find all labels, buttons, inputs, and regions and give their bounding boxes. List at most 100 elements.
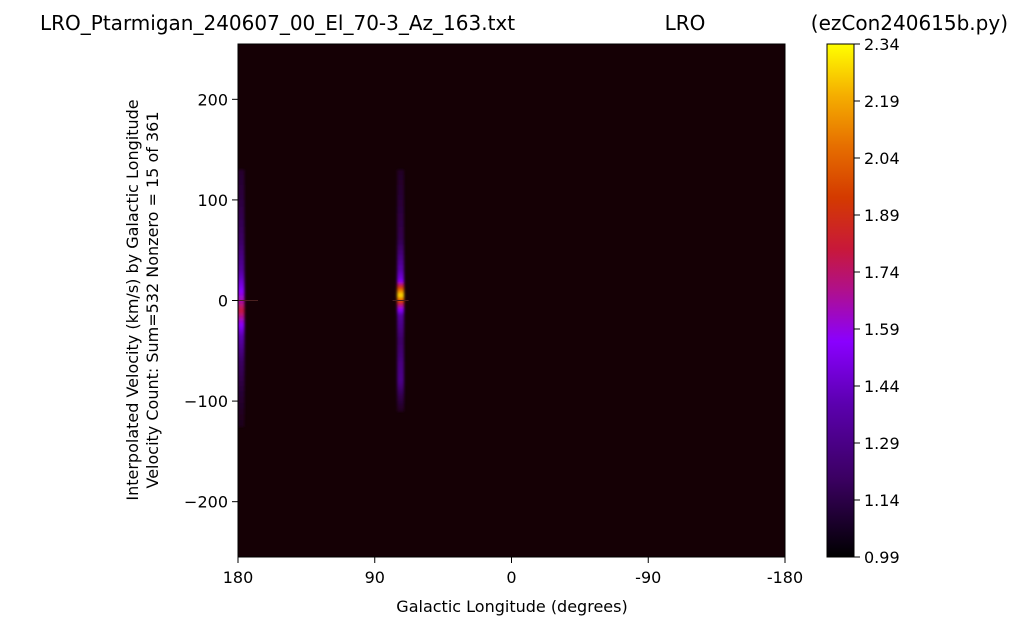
- cell: [397, 396, 404, 400]
- cell: [397, 282, 404, 285]
- cell: [397, 353, 404, 359]
- colorbar-tick-label: 1.29: [864, 434, 900, 453]
- cell: [238, 206, 245, 214]
- cell: [238, 277, 245, 281]
- cell: [238, 323, 245, 327]
- cell: [397, 283, 404, 287]
- cell: [397, 370, 404, 375]
- cell: [397, 340, 404, 346]
- longitude-column-178: [238, 169, 245, 427]
- cell: [397, 174, 404, 181]
- cell: [238, 280, 245, 284]
- cell: [397, 277, 404, 280]
- cell: [397, 240, 404, 246]
- cell: [238, 226, 245, 235]
- cell: [238, 313, 245, 317]
- cell: [397, 184, 404, 191]
- y-tick-label: 0: [218, 292, 228, 311]
- cell: [397, 280, 404, 283]
- cell: [238, 275, 245, 279]
- cell: [238, 270, 245, 274]
- cell: [238, 303, 245, 307]
- cell: [397, 312, 404, 315]
- cell: [397, 301, 404, 303]
- cell: [397, 408, 404, 412]
- colorbar-tick-label: 0.99: [864, 548, 900, 567]
- x-tick-label: 0: [506, 568, 516, 587]
- y-tick-label: 100: [197, 191, 228, 210]
- cell: [238, 282, 245, 287]
- y-axis-label-line1: Interpolated Velocity (km/s) by Galactic…: [123, 99, 142, 500]
- y-tick-label: 200: [197, 90, 228, 109]
- cell: [238, 179, 245, 186]
- cell: [238, 272, 245, 276]
- cell: [238, 348, 245, 354]
- cell: [397, 302, 404, 304]
- cell: [238, 317, 245, 320]
- cell: [397, 292, 404, 295]
- cell: [397, 378, 404, 382]
- cell: [397, 344, 404, 350]
- colorbar-tick-label: 1.74: [864, 263, 900, 282]
- cell: [397, 393, 404, 397]
- cell: [238, 233, 245, 241]
- cell: [397, 291, 404, 293]
- cell: [238, 386, 245, 392]
- cell: [397, 226, 404, 235]
- colorbar-tick-label: 1.89: [864, 206, 900, 225]
- cell: [238, 300, 245, 303]
- cell: [397, 272, 404, 275]
- cell: [238, 391, 245, 398]
- cell: [238, 285, 245, 289]
- colorbar-tick-label: 1.14: [864, 491, 900, 510]
- cell: [238, 184, 245, 191]
- cell: [397, 290, 404, 292]
- chart-title-script: (ezCon240615b.py): [811, 11, 1008, 35]
- cell: [397, 189, 404, 196]
- colorbar-tick-label: 1.44: [864, 377, 900, 396]
- cell: [397, 233, 404, 241]
- cell: [397, 365, 404, 369]
- colorbar-tick-label: 1.59: [864, 320, 900, 339]
- cell: [397, 169, 404, 176]
- cell: [238, 333, 245, 337]
- cell: [238, 330, 245, 334]
- chart-title-site: LRO: [665, 11, 706, 35]
- cell: [238, 169, 245, 176]
- cell: [397, 406, 404, 410]
- cell: [397, 298, 404, 301]
- x-tick-label: 180: [223, 568, 254, 587]
- colorbar: [826, 43, 855, 558]
- cell: [397, 375, 404, 380]
- cell: [238, 302, 245, 305]
- cell: [238, 380, 245, 387]
- cell: [397, 336, 404, 342]
- colorbar-tick-label: 2.19: [864, 92, 900, 111]
- cell: [397, 383, 404, 387]
- cell: [397, 349, 404, 354]
- cell: [397, 315, 404, 321]
- cell: [397, 287, 404, 290]
- cell: [397, 332, 404, 338]
- cell: [397, 303, 404, 305]
- cell: [397, 305, 404, 308]
- cell: [397, 391, 404, 395]
- cell: [238, 328, 245, 332]
- cell: [238, 265, 245, 271]
- cell: [397, 260, 404, 266]
- cell: [397, 250, 404, 256]
- cell: [238, 260, 245, 266]
- cell: [238, 297, 245, 302]
- cell: [238, 194, 245, 201]
- cell: [397, 179, 404, 186]
- x-axis: 180 90 0 -90 -180: [223, 557, 803, 587]
- cell: [238, 420, 245, 427]
- cell: [238, 220, 245, 228]
- cell: [397, 199, 404, 208]
- cell: [397, 398, 404, 402]
- colorbar-tick-label: 2.04: [864, 149, 900, 168]
- chart-title-filename: LRO_Ptarmigan_240607_00_El_70-3_Az_163.t…: [40, 11, 515, 35]
- cell: [238, 325, 245, 329]
- cell: [238, 339, 245, 345]
- y-tick-label: −200: [184, 493, 228, 512]
